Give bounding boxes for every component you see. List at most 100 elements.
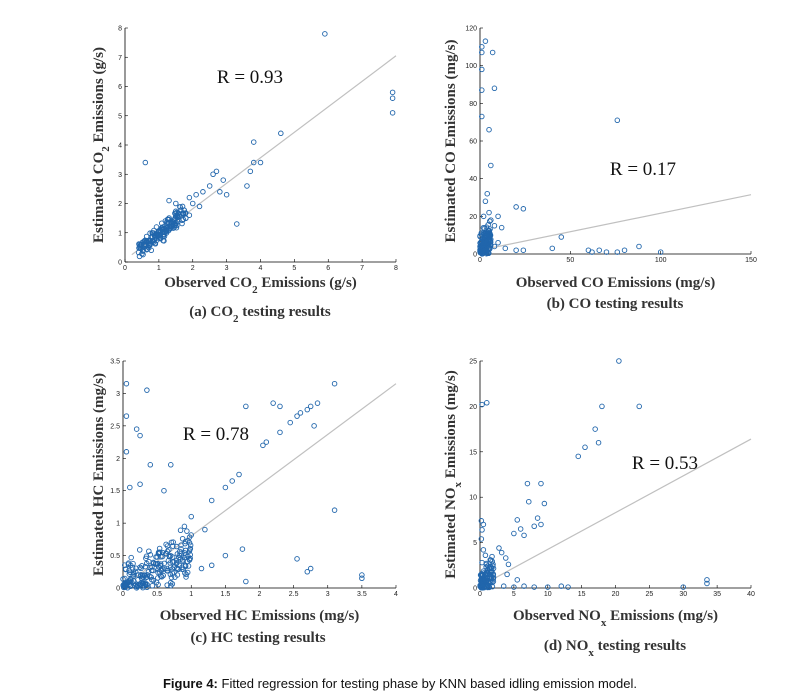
hc-point xyxy=(188,532,194,538)
hc-point xyxy=(164,543,171,549)
hc-point xyxy=(297,410,304,416)
hc-point xyxy=(123,449,130,455)
hc-point xyxy=(178,550,184,557)
nox-x-tick-label: 15 xyxy=(578,591,586,598)
nox-point xyxy=(534,515,541,521)
co-point xyxy=(589,249,595,255)
hc-y-tick-label: 2 xyxy=(116,456,120,463)
co-y-tick-label: 40 xyxy=(469,176,477,183)
co-point xyxy=(488,162,494,169)
co2-y-tick-label: 2 xyxy=(118,201,122,208)
hc-x-tick-label: 1.5 xyxy=(221,591,231,598)
co2-point xyxy=(153,231,160,237)
nox-point xyxy=(500,583,507,589)
co-point xyxy=(502,245,509,252)
co-point xyxy=(485,238,491,244)
hc-point xyxy=(174,572,181,578)
co2-x-tick-label: 1 xyxy=(157,265,161,272)
co2-point xyxy=(257,159,264,166)
co-y-tick-label: 20 xyxy=(469,214,477,221)
hc-point xyxy=(132,568,139,575)
hc-point xyxy=(208,562,215,569)
hc-point xyxy=(138,565,144,572)
hc-point xyxy=(138,573,144,579)
nox-point xyxy=(558,583,565,589)
hc-point xyxy=(182,570,188,576)
co-point xyxy=(486,126,492,133)
co2-y-tick-label: 1 xyxy=(118,230,122,237)
co2-x-tick-label: 2 xyxy=(191,265,195,272)
hc-x-tick-label: 4 xyxy=(394,591,398,598)
hc-x-tick-label: 3 xyxy=(326,591,330,598)
nox-y-tick-label: 20 xyxy=(469,404,477,411)
nox-point xyxy=(616,358,622,364)
hc-point xyxy=(159,574,165,580)
co-point xyxy=(491,243,498,250)
hc-point xyxy=(236,471,242,478)
nox-point xyxy=(480,521,487,528)
hc-point xyxy=(171,564,177,571)
co2-x-tick-label: 8 xyxy=(394,265,398,272)
co-point xyxy=(520,247,527,253)
hc-y-tick-label: 2.5 xyxy=(110,423,120,430)
co2-point xyxy=(389,110,396,116)
hc-point xyxy=(146,558,152,565)
co-point xyxy=(485,250,492,256)
nox-point xyxy=(483,564,489,570)
co2-r-value: R = 0.93 xyxy=(217,67,283,88)
nox-point xyxy=(514,517,521,523)
figure-caption: Figure 4: Fitted regression for testing … xyxy=(163,676,637,691)
nox-point xyxy=(486,583,492,590)
nox-x-tick-label: 10 xyxy=(544,591,552,598)
co2-point xyxy=(162,227,169,234)
co2-y-tick-label: 0 xyxy=(118,260,122,267)
co2-point xyxy=(150,237,156,244)
hc-point xyxy=(304,406,311,413)
hc-point xyxy=(174,560,180,566)
hc-point xyxy=(331,380,338,387)
hc-point xyxy=(149,564,155,570)
hc-point xyxy=(169,554,176,560)
co2-point xyxy=(159,220,165,226)
hc-point xyxy=(294,556,300,562)
hc-point xyxy=(168,582,174,589)
hc-point xyxy=(144,584,150,591)
hc-fit-line xyxy=(122,383,397,588)
co-x-tick-label: 100 xyxy=(655,257,667,264)
co2-point xyxy=(165,227,172,234)
hc-point xyxy=(359,575,365,582)
co2-y-tick-label: 3 xyxy=(118,172,122,179)
nox-y-tick-label: 5 xyxy=(473,540,477,547)
hc-point xyxy=(277,403,283,410)
nox-caption: (d) NOx testing results xyxy=(544,638,686,659)
nox-point xyxy=(489,558,496,565)
hc-point xyxy=(243,403,249,410)
hc-point xyxy=(198,565,205,572)
co2-point xyxy=(186,212,193,218)
co2-point xyxy=(166,215,172,221)
co-point xyxy=(614,249,621,255)
hc-x-tick-label: 2 xyxy=(258,591,262,598)
hc-point xyxy=(222,552,229,559)
nox-point xyxy=(484,400,490,406)
nox-point xyxy=(526,498,532,505)
co2-point xyxy=(180,211,187,217)
co-point xyxy=(498,224,505,231)
nox-point xyxy=(505,561,512,568)
nox-point xyxy=(595,439,602,446)
co2-point xyxy=(139,239,146,245)
hc-point xyxy=(144,387,150,393)
hc-x-tick-label: 0.5 xyxy=(152,591,162,598)
hc-point xyxy=(123,380,130,387)
co2-point xyxy=(161,231,167,238)
nox-point xyxy=(538,480,544,487)
co2-point xyxy=(206,183,213,189)
co-y-tick-label: 120 xyxy=(465,26,477,33)
co2-point xyxy=(179,203,186,210)
hc-point xyxy=(156,545,163,552)
co2-point xyxy=(389,89,396,96)
nox-point xyxy=(575,453,581,460)
co-panel: 0 50 100 150 0 20 40 60 80 100 120 R = 0.17 Observed… xyxy=(443,26,757,313)
hc-point xyxy=(188,513,194,520)
nox-y-tick-label: 0 xyxy=(473,586,477,593)
